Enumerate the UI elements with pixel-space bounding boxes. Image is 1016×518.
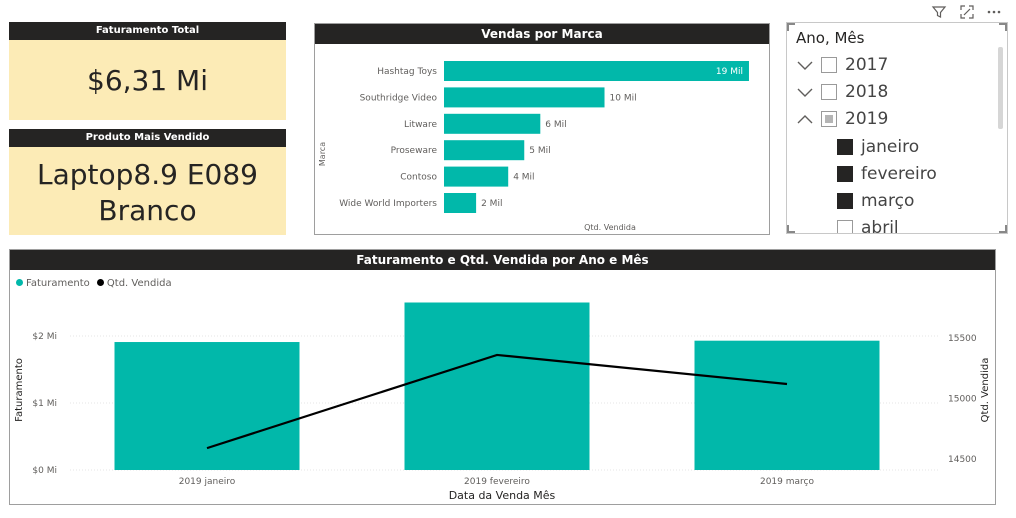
checkbox[interactable]: [837, 220, 853, 233]
combo-plot: Faturamento Qtd. Vendida Data da Venda M…: [14, 302, 991, 502]
kpi-title: Produto Mais Vendido: [9, 129, 286, 147]
slicer-month-marco[interactable]: março: [835, 190, 985, 212]
month-label: março: [861, 191, 915, 211]
checkbox-checked[interactable]: [837, 193, 853, 209]
chart-legend: Faturamento Qtd. Vendida: [16, 278, 172, 289]
y-axis-label: Marca: [318, 142, 327, 166]
y-right-tick-label: 15000: [948, 395, 977, 405]
data-label: 4 Mil: [513, 173, 534, 183]
legend-dot: [16, 279, 23, 286]
kpi-value: $6,31 Mi: [87, 64, 208, 97]
x-tick-label: 2019 março: [760, 477, 814, 487]
checkbox-partial[interactable]: [821, 111, 837, 127]
slicer-month-fevereiro[interactable]: fevereiro: [835, 163, 985, 185]
category-label: Contoso: [400, 173, 437, 183]
chart-title: Vendas por Marca: [315, 24, 769, 44]
year-label: 2017: [845, 55, 889, 75]
more-options-icon[interactable]: [986, 4, 1002, 20]
resize-handle[interactable]: [787, 23, 795, 31]
x-axis-label: Qtd. Vendida: [584, 223, 636, 232]
slicer-year-2019[interactable]: 2019: [793, 108, 973, 130]
slicer-scrollbar[interactable]: [998, 47, 1003, 129]
checkbox-checked[interactable]: [837, 166, 853, 182]
bar[interactable]: [444, 166, 509, 187]
kpi-value-line1: Laptop8.9 E089: [37, 158, 258, 191]
legend-item-qtd-vendida[interactable]: Qtd. Vendida: [96, 278, 172, 289]
legend-item-faturamento[interactable]: Faturamento: [16, 278, 90, 289]
y-left-tick-label: $2 Mi: [32, 332, 57, 342]
checkbox-checked[interactable]: [837, 139, 853, 155]
slicer-month-janeiro[interactable]: janeiro: [835, 136, 985, 158]
month-label: janeiro: [861, 137, 920, 157]
month-label: fevereiro: [861, 164, 937, 184]
bar[interactable]: [444, 193, 477, 213]
resize-handle[interactable]: [787, 225, 795, 233]
bar[interactable]: [404, 302, 590, 471]
y-left-tick-label: $0 Mi: [32, 466, 57, 476]
checkbox[interactable]: [821, 57, 837, 73]
slicer-year-2018[interactable]: 2018: [793, 81, 973, 103]
legend-dot: [96, 279, 104, 286]
chevron-down-icon[interactable]: [795, 82, 815, 102]
kpi-card-revenue[interactable]: Faturamento Total $6,31 Mi: [9, 22, 286, 120]
year-label: 2019: [845, 109, 889, 129]
x-tick-label: 2019 fevereiro: [464, 477, 530, 487]
resize-handle[interactable]: [999, 23, 1007, 31]
filter-icon[interactable]: [931, 4, 947, 20]
slicer-title: Ano, Mês: [796, 29, 865, 47]
bar[interactable]: [444, 140, 525, 161]
data-label: 10 Mil: [610, 93, 637, 103]
category-label: Wide World Importers: [339, 199, 437, 209]
brand-sales-chart[interactable]: Vendas por Marca Marca Qtd. Vendida Hash…: [314, 23, 770, 235]
category-label: Hashtag Toys: [377, 67, 437, 77]
kpi-title: Faturamento Total: [9, 22, 286, 40]
year-label: 2018: [845, 82, 889, 102]
category-label: Proseware: [391, 146, 438, 156]
kpi-card-top-product[interactable]: Produto Mais Vendido Laptop8.9 E089 Bran…: [9, 129, 286, 235]
data-label: 19 Mil: [716, 67, 743, 77]
revenue-qty-combo-chart[interactable]: Faturamento e Qtd. Vendida por Ano e Mês…: [9, 249, 996, 505]
y-right-tick-label: 14500: [948, 455, 977, 465]
bar[interactable]: [694, 340, 880, 470]
bar[interactable]: [444, 87, 605, 108]
category-label: Litware: [404, 120, 437, 130]
slicer-year-2017[interactable]: 2017: [793, 54, 973, 76]
brand-bar-plot: Marca Qtd. Vendida Hashtag Toys 19 Mil Sou…: [318, 61, 749, 232]
chevron-up-icon[interactable]: [795, 109, 815, 129]
data-label: 5 Mil: [529, 146, 550, 156]
data-label: 2 Mil: [481, 199, 502, 209]
y-right-tick-label: 15500: [948, 334, 977, 344]
category-label: Southridge Video: [360, 93, 438, 103]
resize-handle[interactable]: [999, 225, 1007, 233]
focus-mode-icon[interactable]: [959, 4, 975, 20]
y-axis-left-label: Faturamento: [14, 358, 25, 422]
bar[interactable]: [444, 61, 749, 81]
year-month-slicer[interactable]: Ano, Mês 2017 2018 2019 janeiro fevereir…: [786, 22, 1008, 234]
chevron-down-icon[interactable]: [795, 55, 815, 75]
chart-title: Faturamento e Qtd. Vendida por Ano e Mês: [10, 250, 995, 270]
legend-label: Qtd. Vendida: [106, 278, 172, 289]
legend-label: Faturamento: [26, 278, 90, 289]
checkbox[interactable]: [821, 84, 837, 100]
y-left-tick-label: $1 Mi: [32, 399, 57, 409]
x-axis-label: Data da Venda Mês: [449, 489, 556, 502]
y-axis-right-label: Qtd. Vendida: [980, 358, 991, 423]
data-label: 6 Mil: [545, 120, 566, 130]
qty-line[interactable]: [206, 353, 788, 450]
bar[interactable]: [444, 113, 541, 134]
month-label: abril: [861, 218, 899, 234]
kpi-value-line2: Branco: [98, 194, 197, 227]
bar[interactable]: [114, 342, 300, 470]
x-tick-label: 2019 janeiro: [179, 477, 236, 487]
slicer-month-abril[interactable]: abril: [835, 217, 985, 234]
